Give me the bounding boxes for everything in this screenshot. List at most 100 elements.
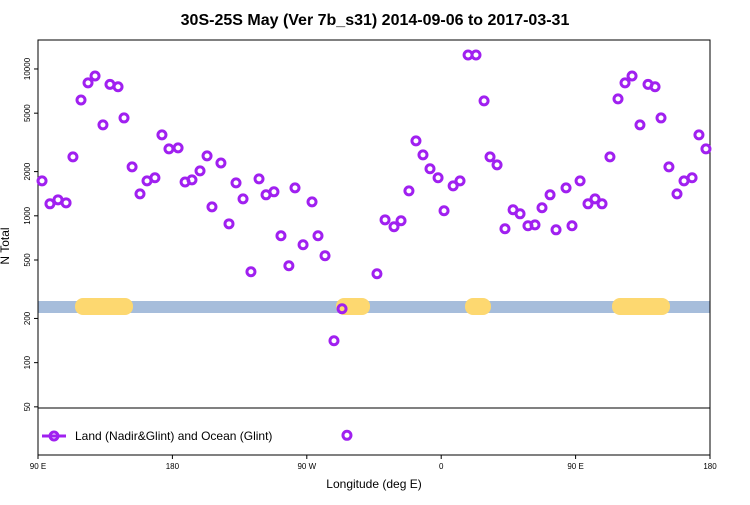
- data-point: [478, 95, 490, 107]
- x-axis-label: Longitude (deg E): [326, 477, 421, 491]
- ocean-band: [38, 301, 710, 313]
- y-tick-label: 50: [23, 402, 32, 411]
- data-point: [626, 70, 638, 82]
- data-point: [312, 230, 324, 242]
- data-point: [589, 193, 601, 205]
- data-point: [379, 214, 391, 226]
- data-point: [268, 186, 280, 198]
- data-point: [432, 172, 444, 184]
- y-tick-label: 2000: [23, 162, 32, 180]
- data-point: [306, 196, 318, 208]
- plot-frame: [37, 39, 711, 456]
- data-point: [634, 119, 646, 131]
- data-point: [206, 201, 218, 213]
- data-point: [649, 81, 661, 93]
- data-point: [245, 266, 257, 278]
- data-point: [275, 230, 287, 242]
- data-point: [112, 81, 124, 93]
- data-point: [156, 129, 168, 141]
- x-tick-label: 180: [166, 462, 180, 471]
- data-point: [336, 303, 348, 315]
- data-point: [410, 135, 422, 147]
- data-point: [536, 202, 548, 214]
- data-point: [223, 218, 235, 230]
- data-point: [417, 149, 429, 161]
- y-tick-label: 200: [23, 311, 32, 325]
- y-tick-label: 5000: [23, 104, 32, 122]
- data-point: [60, 197, 72, 209]
- data-point: [341, 429, 353, 441]
- data-point: [550, 224, 562, 236]
- data-point: [283, 260, 295, 272]
- data-point: [297, 239, 309, 251]
- data-point: [560, 182, 572, 194]
- data-point: [693, 129, 705, 141]
- data-point: [514, 208, 526, 220]
- data-point: [447, 180, 459, 192]
- data-point: [454, 175, 466, 187]
- y-axis-label: N Total: [0, 227, 12, 264]
- data-point: [671, 188, 683, 200]
- data-point: [395, 215, 407, 227]
- land-band: [75, 298, 133, 315]
- data-point: [574, 175, 586, 187]
- data-point: [44, 198, 56, 210]
- data-point: [388, 221, 400, 233]
- data-point: [663, 161, 675, 173]
- data-point: [97, 119, 109, 131]
- legend-label: Land (Nadir&Glint) and Ocean (Glint): [75, 429, 272, 443]
- data-point: [529, 219, 541, 231]
- data-point: [75, 94, 87, 106]
- chart-title: 30S-25S May (Ver 7b_s31) 2014-09-06 to 2…: [181, 12, 570, 29]
- data-point: [619, 77, 631, 89]
- data-point: [686, 172, 698, 184]
- data-point: [491, 159, 503, 171]
- data-point: [186, 174, 198, 186]
- data-point: [194, 165, 206, 177]
- x-tick-label: 90 W: [297, 462, 316, 471]
- data-point: [172, 142, 184, 154]
- data-point: [438, 205, 450, 217]
- y-tick-label: 500: [23, 253, 32, 267]
- land-band: [465, 298, 491, 315]
- data-point: [544, 189, 556, 201]
- y-tick-label: 100: [23, 355, 32, 369]
- data-point: [149, 172, 161, 184]
- data-point: [566, 220, 578, 232]
- data-point: [604, 151, 616, 163]
- land-band: [612, 298, 670, 315]
- data-point: [612, 93, 624, 105]
- data-point: [470, 49, 482, 61]
- legend-marker: [48, 430, 60, 442]
- x-tick-label: 90 E: [30, 462, 46, 471]
- data-point: [201, 150, 213, 162]
- y-tick-label: 10000: [23, 57, 32, 80]
- data-point: [118, 112, 130, 124]
- data-point: [89, 70, 101, 82]
- data-point: [424, 163, 436, 175]
- data-point: [82, 77, 94, 89]
- data-point: [484, 151, 496, 163]
- x-tick-label: 180: [703, 462, 717, 471]
- data-point: [328, 335, 340, 347]
- x-tick-label: 90 E: [567, 462, 583, 471]
- x-tick-label: 0: [439, 462, 444, 471]
- data-point: [230, 177, 242, 189]
- data-point: [289, 182, 301, 194]
- data-point: [596, 198, 608, 210]
- data-point: [499, 223, 511, 235]
- data-point: [655, 112, 667, 124]
- data-point: [319, 250, 331, 262]
- data-point: [67, 151, 79, 163]
- data-point: [700, 143, 712, 155]
- data-point: [215, 157, 227, 169]
- data-point: [134, 188, 146, 200]
- data-point: [371, 268, 383, 280]
- data-point: [253, 173, 265, 185]
- data-point: [126, 161, 138, 173]
- data-point: [237, 193, 249, 205]
- data-point: [403, 185, 415, 197]
- data-point: [36, 175, 48, 187]
